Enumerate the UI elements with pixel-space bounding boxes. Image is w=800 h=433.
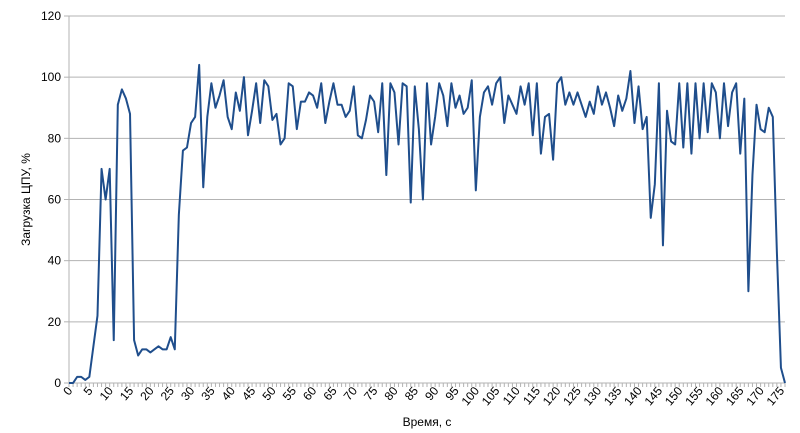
x-tick-label: 170: [743, 384, 767, 409]
x-tick-label: 105: [479, 384, 503, 409]
x-tick-label: 100: [459, 384, 483, 409]
y-tick-label: 20: [48, 315, 62, 329]
series-line-0: [69, 63, 786, 384]
x-tick-label: 110: [500, 384, 523, 408]
y-tick-label: 100: [41, 70, 61, 84]
y-tick-label: 80: [48, 131, 62, 145]
series: [69, 63, 786, 384]
x-tick-label: 130: [581, 384, 605, 409]
x-tick-label: 140: [621, 384, 645, 409]
x-tick-label: 135: [601, 384, 625, 409]
y-tick-label: 120: [41, 9, 61, 23]
x-axis-title: Время, с: [403, 415, 452, 429]
y-tick-label: 0: [54, 376, 61, 390]
x-tick-label: 155: [682, 384, 706, 409]
x-tick-label: 120: [540, 384, 564, 409]
y-axis-title: Загрузка ЦПУ, %: [19, 153, 33, 246]
y-tick-label: 60: [48, 193, 62, 207]
x-tick-label: 165: [723, 384, 747, 409]
axes: [64, 15, 786, 387]
x-tick-label: 115: [520, 384, 543, 408]
x-tick-label: 175: [764, 384, 788, 409]
x-tick-labels: 0 5 10 15 20 25 30 35 40 45 50 55 60 65 70 75 80 85 90 9510…: [60, 384, 787, 409]
x-tick-label: 160: [703, 384, 727, 409]
x-tick-label: 145: [642, 384, 666, 409]
y-tick-label: 40: [48, 254, 62, 268]
x-tick-label: 125: [560, 384, 584, 409]
y-tick-labels: 0 20 40 60 80 100 120: [41, 9, 61, 390]
x-tick-label: 150: [662, 384, 686, 409]
